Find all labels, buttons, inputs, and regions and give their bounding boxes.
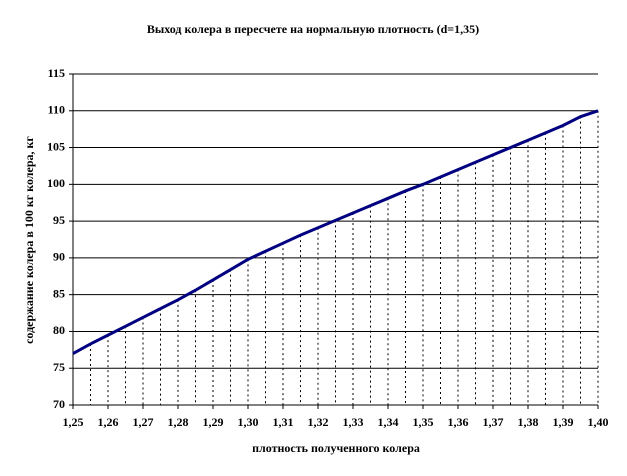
x-tick-label: 1,29: [203, 415, 224, 429]
x-tick-label: 1,38: [518, 415, 539, 429]
x-tick-label: 1,37: [483, 415, 504, 429]
x-tick-label: 1,27: [133, 415, 154, 429]
x-tick-label: 1,25: [63, 415, 84, 429]
y-tick-label: 100: [47, 176, 65, 190]
x-tick-label: 1,36: [448, 415, 469, 429]
x-tick-label: 1,39: [553, 415, 574, 429]
x-tick-label: 1,32: [308, 415, 329, 429]
y-tick-label: 80: [53, 323, 65, 337]
x-tick-label: 1,33: [343, 415, 364, 429]
x-tick-label: 1,26: [98, 415, 119, 429]
data-line: [72, 109, 599, 355]
x-tick-label: 1,40: [588, 415, 609, 429]
y-tick-label: 90: [53, 250, 65, 264]
y-tick-label: 95: [53, 213, 65, 227]
x-tick-label: 1,30: [238, 415, 259, 429]
y-tick-label: 75: [53, 360, 65, 374]
x-tick-label: 1,35: [413, 415, 434, 429]
x-tick-label: 1,34: [378, 415, 399, 429]
x-tick-label: 1,28: [168, 415, 189, 429]
y-tick-label: 85: [53, 286, 65, 300]
chart-title: Выход колера в пересчете на нормальную п…: [147, 22, 479, 36]
x-axis-label: плотность полученного колера: [252, 441, 420, 455]
y-tick-label: 110: [48, 103, 65, 117]
x-tick-label: 1,31: [273, 415, 294, 429]
y-axis-label: содержание колера в 100 кг колера, кг: [22, 136, 36, 344]
y-tick-label: 105: [47, 139, 65, 153]
y-tick-label: 70: [53, 397, 65, 411]
y-tick-label: 115: [48, 66, 65, 80]
